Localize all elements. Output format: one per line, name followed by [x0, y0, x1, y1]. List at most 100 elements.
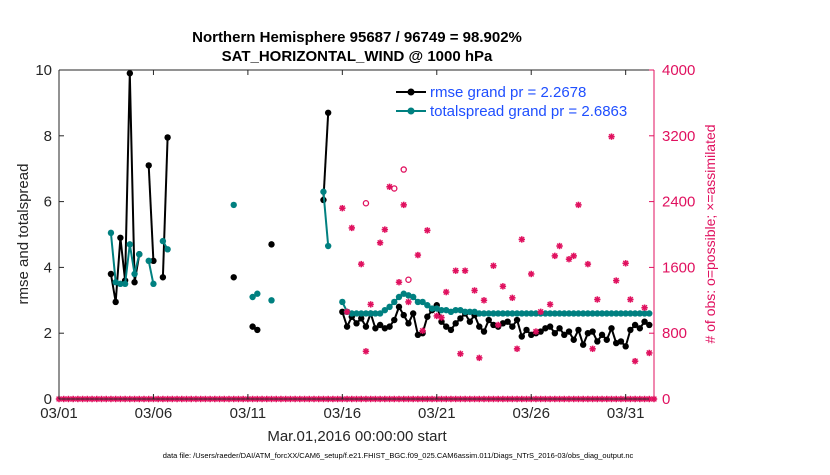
totalspread-point — [466, 308, 474, 316]
totalspread-point — [249, 293, 256, 301]
totalspread-point — [107, 229, 115, 237]
x-tick-label: 03/21 — [418, 405, 456, 422]
obs-assimilated-point — [551, 252, 559, 260]
obs-assimilated-point — [362, 348, 370, 355]
totalspread-point — [480, 310, 488, 317]
totalspread-series — [107, 188, 653, 317]
rmse-point — [565, 328, 573, 335]
rmse-point — [443, 323, 450, 330]
totalspread-point — [584, 310, 592, 317]
legend: rmse grand pr = 2.2678 totalspread grand… — [392, 81, 646, 123]
x-tick-label: 03/26 — [512, 405, 550, 422]
legend-spread-label: totalspread grand pr = 2.6863 — [430, 103, 627, 120]
rmse-point — [631, 321, 639, 329]
totalspread-point — [339, 298, 346, 306]
rmse-point — [452, 320, 459, 327]
rmse-point — [594, 338, 601, 345]
totalspread-point — [570, 310, 577, 317]
totalspread-point — [376, 310, 384, 317]
totalspread-point — [254, 290, 261, 297]
totalspread-point — [391, 298, 398, 306]
totalspread-point — [641, 310, 648, 317]
rmse-point — [589, 328, 596, 335]
totalspread-point — [126, 241, 134, 248]
y-axis-label: rmse and totalspread — [15, 164, 32, 305]
totalspread-point — [145, 257, 152, 265]
obs-assimilated-point — [518, 236, 525, 243]
totalspread-point — [159, 237, 167, 245]
totalspread-point — [565, 310, 573, 317]
obs-assimilated-point — [570, 252, 577, 260]
totalspread-point — [523, 310, 530, 317]
obs-assimilated-point — [565, 255, 573, 263]
rmse-line — [147, 165, 155, 261]
obs-assimilated-point — [494, 321, 502, 329]
obs-assimilated-point — [594, 296, 601, 303]
obs-assimilated-point — [480, 297, 488, 304]
rmse-point — [480, 328, 488, 335]
totalspread-point — [631, 310, 639, 317]
legend-rmse-label: rmse grand pr = 2.2678 — [430, 84, 586, 101]
y-right-tick-label: 4000 — [662, 62, 695, 79]
rmse-point — [339, 308, 346, 316]
totalspread-point — [528, 310, 535, 317]
data-file-footnote: data file: /Users/raeder/DAI/ATM_forcXX/… — [163, 451, 634, 460]
y-right-tick-label: 1600 — [662, 259, 695, 276]
x-tick-label: 03/16 — [324, 405, 362, 422]
rmse-point — [457, 315, 464, 322]
totalspread-point — [131, 270, 138, 278]
obs-assimilated-point — [400, 201, 407, 209]
totalspread-point — [504, 310, 511, 317]
totalspread-point — [594, 310, 601, 317]
chart-title: Northern Hemisphere 95687 / 96749 = 98.9… — [192, 29, 522, 46]
totalspread-point — [136, 251, 143, 258]
axes: 03/01 03/06 03/11 03/16 03/21 03/26 03/31 0 2 4 6 8… — [35, 62, 695, 422]
obs-assimilated-point — [627, 296, 634, 303]
rmse-point — [509, 323, 516, 330]
totalspread-point — [551, 310, 559, 317]
rmse-point — [447, 326, 455, 334]
rmse-point — [249, 323, 256, 330]
totalspread-point — [150, 280, 157, 288]
totalspread-point — [490, 310, 497, 317]
rmse-point — [476, 323, 483, 330]
obs-assimilated-point — [613, 277, 620, 284]
obs-assimilated-point — [424, 227, 431, 234]
x-axis-label: Mar.01,2016 00:00:00 start — [267, 428, 447, 445]
obs-possible-point — [400, 166, 407, 173]
rmse-point — [608, 325, 615, 332]
obs-assimilated-point — [395, 279, 403, 286]
rmse-point — [150, 257, 157, 265]
rmse-point — [145, 162, 152, 169]
totalspread-line — [147, 260, 155, 285]
obs-assimilated-point — [367, 301, 374, 308]
rmse-point — [268, 241, 275, 248]
totalspread-point — [575, 310, 582, 317]
obs-assimilated-point — [476, 354, 483, 362]
rmse-point — [636, 325, 644, 332]
totalspread-point — [608, 310, 615, 317]
y-right-tick-label: 3200 — [662, 128, 695, 145]
rmse-series — [107, 70, 653, 350]
rmse-point — [570, 336, 577, 343]
totalspread-point — [386, 303, 393, 311]
obs-assimilated-point — [589, 345, 596, 353]
rmse-point — [358, 315, 365, 322]
y-right-tick-label: 800 — [662, 325, 687, 342]
plot-background — [59, 70, 654, 399]
rmse-point — [561, 331, 568, 339]
rmse-point — [159, 274, 167, 281]
rmse-point — [546, 323, 554, 330]
obs-possible-point — [391, 185, 398, 192]
obs-assimilated-point — [631, 357, 639, 365]
totalspread-point — [476, 310, 483, 317]
obs-assimilated-point — [348, 224, 355, 232]
obs-assimilated-point — [419, 327, 426, 334]
totalspread-point — [603, 310, 610, 317]
rmse-point — [518, 333, 525, 340]
totalspread-point — [117, 280, 124, 288]
rmse-point — [622, 343, 629, 350]
totalspread-point — [320, 188, 327, 195]
obs-assimilated-point — [646, 349, 653, 357]
